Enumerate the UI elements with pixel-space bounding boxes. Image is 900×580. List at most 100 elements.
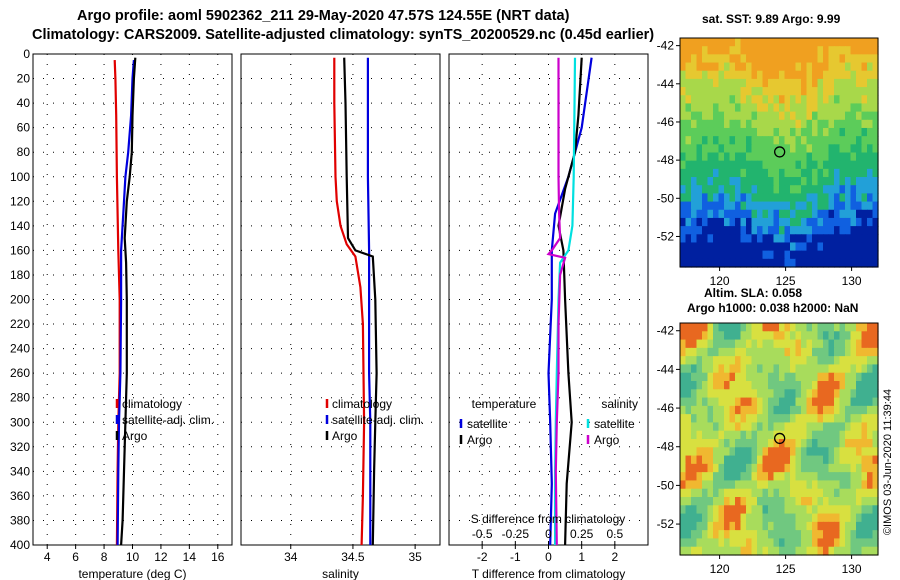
- sla-map-cell: [872, 480, 879, 490]
- sla-map-cell: [729, 439, 736, 448]
- sst-map-cell: [762, 103, 769, 113]
- sla-map-cell: [839, 480, 846, 490]
- sla-map-cell: [850, 455, 857, 465]
- sst-map-cell: [691, 226, 698, 235]
- sst-map-cell: [872, 226, 879, 235]
- sst-map-cell: [751, 226, 758, 235]
- sst-map-cell: [801, 46, 808, 55]
- sla-map-cell: [702, 422, 709, 432]
- sla-map-cell: [696, 356, 703, 366]
- sst-map-cell: [707, 193, 714, 203]
- sst-map-cell: [718, 209, 725, 219]
- sst-map-cell: [696, 144, 703, 154]
- sla-map-cell: [872, 505, 879, 515]
- sla-map-cell: [817, 356, 824, 366]
- sst-map-cell: [707, 103, 714, 113]
- temperature-x-tick-label: 12: [154, 550, 168, 564]
- sla-map-cell: [680, 381, 687, 390]
- y-tick-label: 400: [10, 538, 30, 552]
- sla-map-cell: [790, 546, 797, 556]
- sla-map-cell: [768, 521, 775, 531]
- sla-map-cell: [861, 372, 868, 382]
- sst-map-cell: [828, 250, 835, 260]
- sla-map-cell: [806, 513, 813, 523]
- sla-map-cell: [718, 538, 725, 548]
- sst-map-cell: [817, 209, 824, 219]
- sla-map-cell: [757, 538, 764, 548]
- sst-map-cell: [790, 54, 797, 64]
- sla-map-cell: [828, 323, 835, 332]
- sst-map-cell: [724, 70, 731, 80]
- sla-map-cell: [812, 356, 819, 366]
- sla-map-cell: [751, 405, 758, 415]
- sla-map-cell: [740, 364, 747, 374]
- sla-map-cell: [707, 472, 714, 482]
- sla-map-cell: [685, 521, 692, 531]
- sla-map-cell: [867, 414, 874, 424]
- sla-map-cell: [812, 405, 819, 415]
- sla-map-cell: [718, 472, 725, 482]
- sst-map-cell: [801, 217, 808, 227]
- sla-map-cell: [850, 389, 857, 399]
- sla-map-cell: [691, 497, 698, 506]
- sst-map-cell: [773, 136, 780, 145]
- sla-map-cell: [850, 439, 857, 448]
- sst-map-cell: [839, 209, 846, 219]
- sla-map-cell: [751, 339, 758, 349]
- sla-map-cell: [680, 455, 687, 465]
- sst-map-cell: [707, 177, 714, 186]
- sst-map-cell: [680, 258, 687, 268]
- sst-map-cell: [729, 193, 736, 203]
- sla-map-cell: [696, 480, 703, 490]
- sst-map-cell: [817, 193, 824, 203]
- sla-map-cell: [850, 356, 857, 366]
- sla-map-cell: [828, 497, 835, 506]
- sst-map-cell: [768, 111, 775, 121]
- sla-map-cell: [850, 530, 857, 540]
- sst-map-cell: [680, 119, 687, 129]
- sst-map-cell: [685, 168, 692, 178]
- sla-map-cell: [724, 463, 731, 473]
- sla-map-cell: [828, 347, 835, 357]
- sst-map-cell: [872, 103, 879, 113]
- sla-map-cell: [729, 422, 736, 432]
- sst-map-cell: [823, 258, 830, 268]
- sst-map-cell: [680, 168, 687, 178]
- sst-map-cell: [867, 95, 874, 105]
- sla-map-cell: [817, 546, 824, 556]
- sla-map-cell: [724, 546, 731, 556]
- sla-map-cell: [762, 331, 769, 341]
- sst-map-cell: [718, 144, 725, 154]
- sst-map-frame: [679, 37, 879, 268]
- sst-map-cell: [702, 62, 709, 72]
- sla-map-cell: [680, 389, 687, 399]
- sst-map-cell: [845, 62, 852, 72]
- sst-map-cell: [867, 185, 874, 194]
- sst-map-cell: [845, 193, 852, 203]
- sla-map-cell: [691, 463, 698, 473]
- sst-map-cell: [839, 160, 846, 170]
- sla-map-cell: [861, 488, 868, 498]
- sla-map-cell: [740, 381, 747, 390]
- sst-map-cell: [845, 95, 852, 105]
- sla-map-cell: [861, 397, 868, 407]
- sla-map-cell: [795, 530, 802, 540]
- sst-map-cell: [839, 95, 846, 105]
- sla-map-cell: [784, 381, 791, 390]
- sla-map-cell: [828, 356, 835, 366]
- sst-map-cell: [839, 54, 846, 64]
- sst-map-cell: [861, 127, 868, 137]
- sst-map-cell: [768, 168, 775, 178]
- sla-map-cell: [817, 480, 824, 490]
- sst-map-cell: [713, 127, 720, 137]
- sst-map-cell: [795, 87, 802, 96]
- sla-map-cell: [718, 389, 725, 399]
- sst-map-cell: [680, 46, 687, 55]
- sst-map-cell: [823, 127, 830, 137]
- sst-map-cell: [806, 38, 813, 47]
- sst-map-cell: [746, 103, 753, 113]
- sla-map-cell: [823, 497, 830, 506]
- sst-map-cell: [812, 234, 819, 244]
- sst-map-cell: [834, 46, 841, 55]
- sst-map-cell: [828, 103, 835, 113]
